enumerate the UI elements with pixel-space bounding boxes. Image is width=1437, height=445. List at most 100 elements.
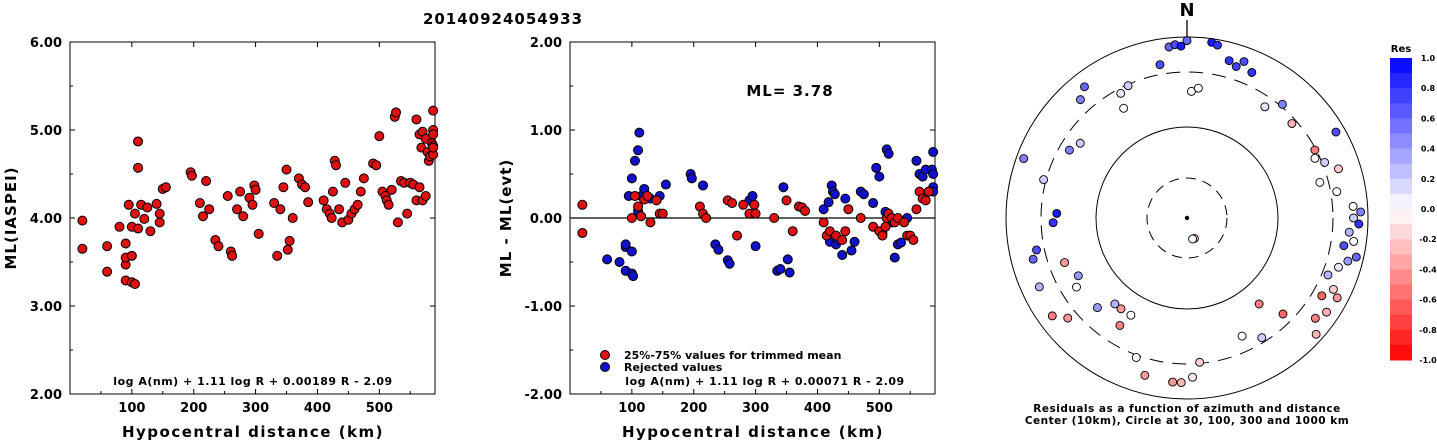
rejected-point [660, 179, 671, 190]
station-point [1188, 234, 1198, 244]
station-point [1155, 60, 1165, 70]
colorbar: 1.0 0.8 0.6 0.4 0.2 0.0 -0.2 -0.4 -0.6 -0.8 -1.0 [1390, 54, 1437, 365]
station-point [1048, 218, 1058, 228]
x-tick-label: 200 [680, 401, 707, 416]
colorbar-segment [1390, 314, 1412, 331]
trimmed-point [645, 217, 656, 228]
trimmed-point [855, 213, 866, 223]
station-point [1064, 145, 1074, 155]
rejected-point [626, 246, 637, 257]
data-point [126, 250, 137, 261]
colorbar-segment [1390, 73, 1412, 89]
station-point [1332, 187, 1342, 197]
colorbar-label: -1.0 [1419, 356, 1437, 365]
station-point [1213, 40, 1222, 50]
colorbar-label: -0.6 [1419, 296, 1437, 305]
colorbar-segment [1390, 193, 1412, 210]
center-point [1184, 215, 1190, 221]
data-point [287, 213, 298, 223]
station-point [1034, 282, 1044, 292]
x-tick-label: 100 [618, 401, 645, 416]
x-tick-label: 400 [804, 401, 831, 416]
station-point [1123, 81, 1133, 91]
trimmed-point [577, 199, 588, 210]
data-point [402, 208, 413, 219]
station-point [1356, 207, 1366, 217]
station-point [1193, 83, 1203, 93]
data-point [340, 177, 351, 188]
rejected-point [628, 271, 639, 282]
colorbar-label: 0.4 [1421, 145, 1436, 154]
y-tick-label: 3.00 [30, 300, 62, 315]
azimuth-residual-plot: N Residuals as a function of azimuth and… [1005, 0, 1437, 427]
data-point [300, 182, 311, 193]
station-point [1039, 175, 1049, 185]
data-point [428, 142, 439, 153]
y-tick-label: 5.00 [30, 124, 62, 139]
rejected-point [818, 204, 829, 215]
station-point [1323, 270, 1333, 280]
trimmed-point [908, 235, 919, 245]
legend-label-trimmed: 25%-75% values for trimmed mean [624, 349, 841, 362]
data-point [428, 105, 439, 116]
caption-line-2: Center (10km), Circle at 30, 100, 300 an… [1025, 415, 1349, 427]
station-point [1073, 271, 1083, 281]
trimmed-point [626, 213, 637, 223]
rejected-point [911, 155, 922, 166]
station-point [1188, 372, 1198, 382]
colorbar-label: 0.0 [1421, 205, 1436, 214]
rejected-point [620, 239, 631, 250]
ring-30km [1146, 177, 1228, 259]
rejected-point [784, 267, 795, 278]
trimmed-point [880, 221, 891, 232]
colorbar-segment [1390, 88, 1412, 104]
station-point [1116, 304, 1126, 314]
station-point [1231, 62, 1241, 71]
trimmed-point [781, 195, 792, 206]
trimmed-point [911, 204, 922, 215]
trimmed-point [899, 217, 910, 228]
ring-100km [1095, 126, 1279, 310]
station-point [1315, 177, 1325, 187]
data-point [77, 215, 88, 226]
y-tick-label: 0.00 [530, 212, 562, 227]
data-point [154, 217, 165, 228]
station-point [1260, 102, 1270, 112]
station-point [1343, 256, 1353, 266]
rejected-point [889, 252, 900, 263]
rejected-point [849, 236, 860, 247]
colorbar-label: -0.4 [1419, 265, 1437, 274]
trimmed-point [738, 199, 749, 210]
trimmed-point [629, 191, 640, 201]
station-point [1254, 299, 1264, 309]
trimmed-point [769, 213, 780, 223]
colorbar-segment [1390, 148, 1412, 165]
x-tick-label: 400 [304, 401, 331, 416]
data-point [204, 204, 215, 215]
station-point [1080, 82, 1089, 92]
rejected-point [874, 171, 885, 182]
rejected-point [895, 237, 906, 248]
data-point [222, 191, 233, 201]
data-point [374, 131, 385, 142]
station-point [1032, 245, 1041, 255]
station-point [1354, 219, 1364, 229]
trimmed-point [732, 230, 743, 241]
data-point [238, 211, 249, 222]
station-point [1320, 157, 1330, 167]
colorbar-label: -0.2 [1419, 235, 1437, 244]
station-point [1060, 258, 1069, 268]
data-point [235, 186, 246, 197]
station-point [1195, 357, 1205, 367]
y-tick-label: 6.00 [30, 36, 62, 51]
trimmed-point [787, 226, 798, 237]
trimmed-point [636, 211, 647, 222]
station-point [1239, 57, 1249, 66]
rejected-point [829, 189, 840, 200]
data-point [102, 241, 113, 252]
rejected-point [837, 249, 848, 260]
data-point [411, 114, 422, 125]
station-point [1344, 227, 1354, 237]
data-point [281, 164, 292, 175]
trimmed-point [749, 199, 760, 210]
